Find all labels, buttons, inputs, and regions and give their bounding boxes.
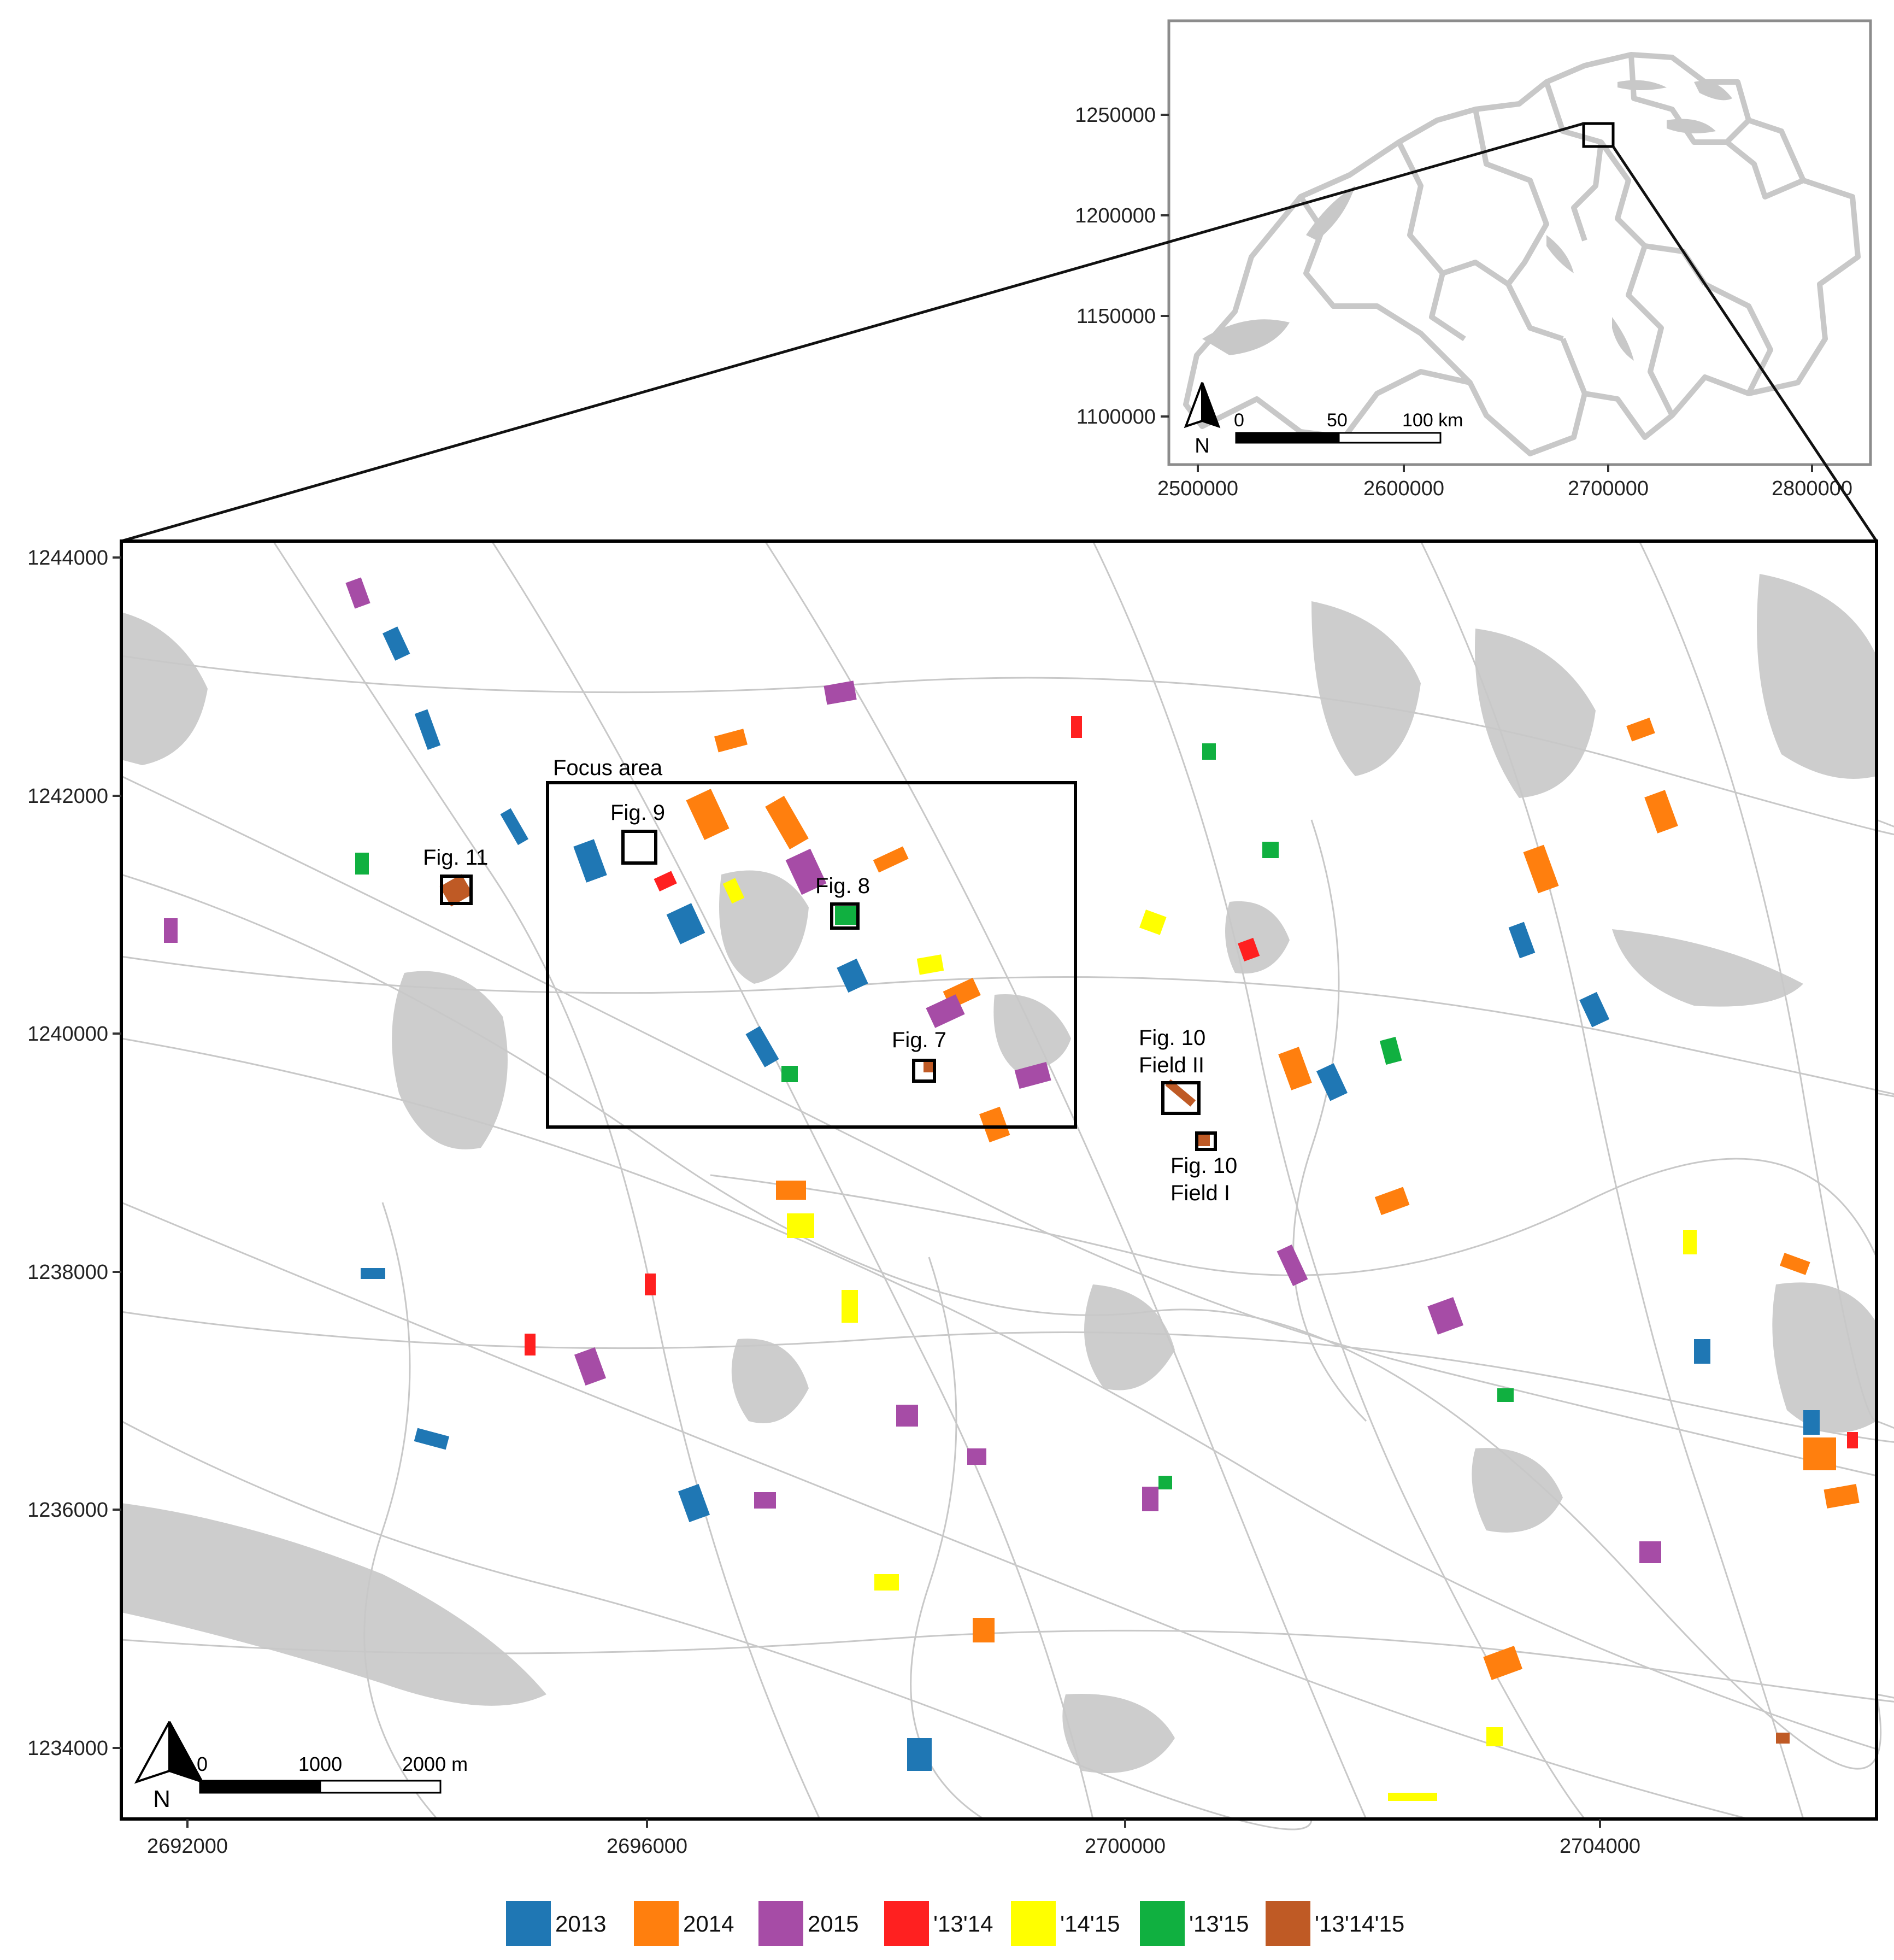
inset-frame xyxy=(1167,19,1872,466)
fig-8-box xyxy=(830,902,860,930)
main-x-tick-label: 2692000 xyxy=(147,1835,228,1858)
fig-9-label: Fig. 9 xyxy=(610,801,665,825)
main-scale-label: 1000 xyxy=(298,1753,342,1775)
figure-reference-labels: Fig. 9 Fig. 8 Fig. 11 Fig. 7 Fig. 10 Fie… xyxy=(423,801,1237,1205)
main-x-tick-label: 2704000 xyxy=(1560,1835,1640,1858)
main-y-tick-label: 1244000 xyxy=(27,547,108,570)
main-scale-label: 2000 m xyxy=(402,1753,468,1775)
legend-swatch-13-14 xyxy=(884,1901,929,1946)
legend-swatch-14-15 xyxy=(1011,1901,1056,1946)
inset-x-tick-label: 2500000 xyxy=(1157,477,1238,500)
main-north-arrow-icon: N xyxy=(134,1721,205,1812)
main-scale-bar: 0 1000 2000 m xyxy=(197,1753,468,1794)
lakes xyxy=(1202,80,1732,361)
main-y-tick-label: 1236000 xyxy=(27,1499,108,1522)
inset-y-tick-label: 1250000 xyxy=(1075,104,1156,127)
main-scale-label: 0 xyxy=(197,1753,208,1775)
inset-y-tick-label: 1150000 xyxy=(1077,305,1156,328)
fig-11-label: Fig. 11 xyxy=(423,846,488,870)
legend-swatch-13-14-15 xyxy=(1266,1901,1310,1946)
inset-scale-label: 0 xyxy=(1234,410,1244,431)
main-x-tick-label: 2696000 xyxy=(607,1835,687,1858)
fig-10-field-ii-label: Field II xyxy=(1139,1053,1204,1077)
main-y-tick-label: 1234000 xyxy=(27,1737,108,1760)
main-y-tick-label: 1238000 xyxy=(27,1261,108,1284)
fig-11-box xyxy=(440,875,473,905)
inset-north-arrow-icon: N xyxy=(1184,382,1221,457)
fig-8-label: Fig. 8 xyxy=(815,874,870,898)
legend-swatch-2014 xyxy=(634,1901,679,1946)
focus-area-box xyxy=(546,781,1077,1129)
main-x-tick-label: 2700000 xyxy=(1085,1835,1166,1858)
fig-9-box xyxy=(621,830,657,865)
main-map: Focus area Fig. 9 Fig. 8 Fig. 11 Fig. 7 … xyxy=(27,539,1894,1858)
inset-scale-bar: 0 50 100 km xyxy=(1234,410,1463,444)
legend-label-2013: 2013 xyxy=(555,1911,606,1936)
inset-locator-box xyxy=(1582,122,1615,148)
fig-10-field-ii-box xyxy=(1161,1081,1201,1115)
focus-area-label: Focus area xyxy=(553,756,663,780)
inset-y-tick-label: 1100000 xyxy=(1077,406,1156,429)
fig-10-field-i-label: Field I xyxy=(1170,1181,1230,1205)
legend-swatch-2015 xyxy=(758,1901,803,1946)
legend-label-13-14: '13'14 xyxy=(933,1911,993,1936)
legend-label-14-15: '14'15 xyxy=(1060,1911,1120,1936)
legend-label-2014: 2014 xyxy=(683,1911,734,1936)
inset-y-axis: 1250000 1200000 1150000 1100000 xyxy=(1075,104,1156,429)
main-y-tick-label: 1242000 xyxy=(27,785,108,808)
legend-label-13-14-15: '13'14'15 xyxy=(1315,1911,1404,1936)
inset-x-tick-label: 2700000 xyxy=(1568,477,1649,500)
fig-7-label: Fig. 7 xyxy=(892,1028,946,1052)
main-y-tick-label: 1240000 xyxy=(27,1023,108,1046)
inset-scale-label: 100 km xyxy=(1402,410,1463,431)
main-y-axis: 1244000 1242000 1240000 1238000 1236000 … xyxy=(27,547,108,1760)
inset-x-tick-label: 2600000 xyxy=(1363,477,1444,500)
fig-10-field-i-label: Fig. 10 xyxy=(1170,1154,1237,1178)
legend-swatch-2013 xyxy=(506,1901,551,1946)
main-map-frame xyxy=(120,539,1878,1821)
inset-scale-label: 50 xyxy=(1327,410,1348,431)
legend-label-2015: 2015 xyxy=(808,1911,858,1936)
legend-label-13-15: '13'15 xyxy=(1189,1911,1249,1936)
inset-north-label: N xyxy=(1195,435,1209,457)
settlement-areas xyxy=(121,574,1877,1773)
inset-y-tick-label: 1200000 xyxy=(1075,204,1156,227)
fig-10-field-ii-label: Fig. 10 xyxy=(1139,1026,1205,1050)
main-x-axis: 2692000 2696000 2700000 2704000 xyxy=(147,1835,1640,1858)
inset-x-tick-label: 2800000 xyxy=(1772,477,1852,500)
inset-x-axis: 2500000 2600000 2700000 2800000 xyxy=(1157,477,1852,500)
zoom-connector-lines xyxy=(121,122,1878,543)
inset-map: 1250000 1200000 1150000 1100000 2500000 … xyxy=(1075,19,1872,500)
crop-fields xyxy=(164,577,1860,1801)
legend-swatch-13-15 xyxy=(1140,1901,1185,1946)
legend: 2013 2014 2015 '13'14 '14'15 '13'15 '13'… xyxy=(506,1901,1404,1946)
fig-7-box xyxy=(912,1059,936,1083)
figure-reference-boxes xyxy=(440,830,1217,1151)
fig-10-field-i-box xyxy=(1195,1131,1217,1151)
main-north-label: N xyxy=(153,1786,170,1812)
